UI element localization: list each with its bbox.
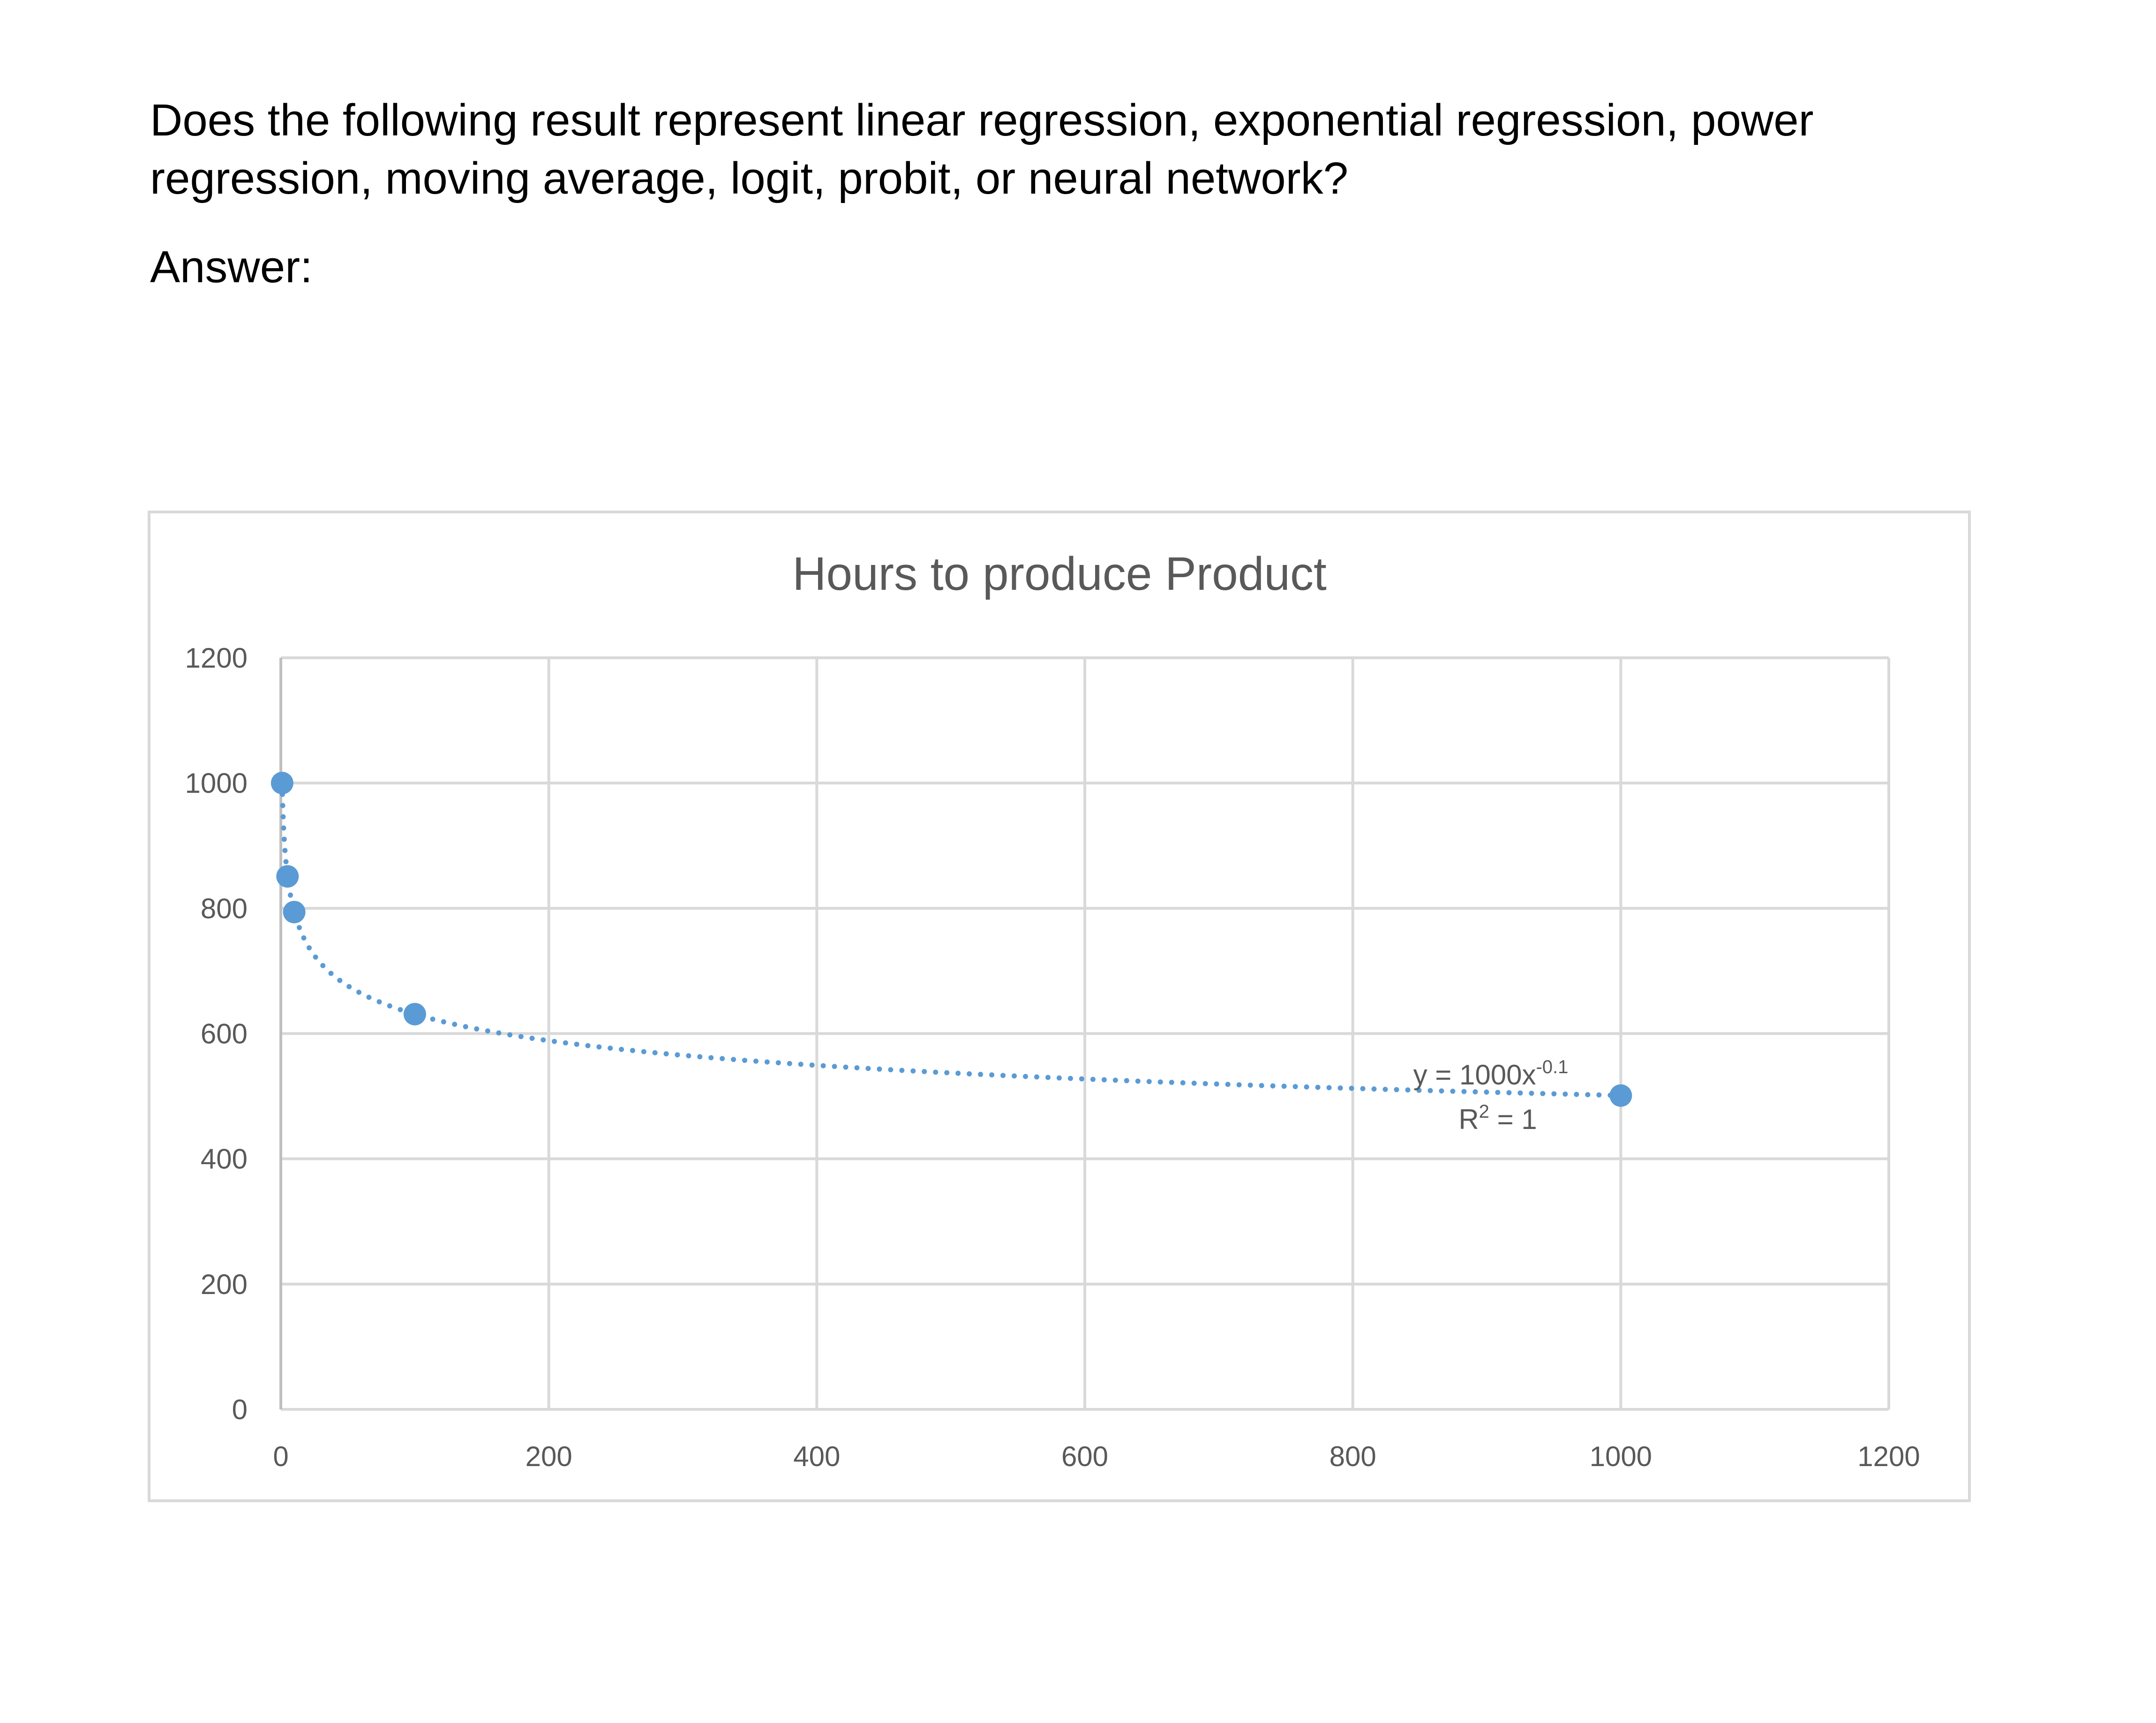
y-tick-label: 400 — [201, 1144, 248, 1175]
y-tick-label: 600 — [201, 1018, 248, 1050]
trendline — [279, 780, 1623, 1098]
y-tick-label: 1000 — [185, 767, 248, 799]
x-tick-label: 1000 — [1590, 1441, 1652, 1472]
data-point — [270, 772, 293, 795]
question-text: Does the following result represent line… — [150, 95, 1814, 203]
y-tick-label: 1200 — [185, 642, 248, 674]
x-tick-label: 200 — [526, 1441, 572, 1472]
x-tick-label: 1200 — [1857, 1441, 1920, 1472]
trendline-r2: R2 = 1 — [1458, 1101, 1537, 1135]
y-tick-label: 200 — [201, 1269, 248, 1300]
x-tick-label: 400 — [793, 1441, 840, 1472]
x-tick-label: 600 — [1061, 1441, 1108, 1472]
y-tick-label: 800 — [201, 893, 248, 924]
data-point — [283, 901, 306, 924]
x-tick-label: 800 — [1330, 1441, 1376, 1472]
chart-border — [148, 511, 1971, 1502]
x-tick-label: 0 — [273, 1441, 288, 1472]
trendline-equation: y = 1000x-0.1 — [1413, 1057, 1569, 1091]
data-point — [276, 865, 299, 888]
data-point — [403, 1003, 426, 1026]
chart-title: Hours to produce Product — [792, 548, 1327, 600]
answer-label: Answer: — [150, 242, 313, 292]
y-tick-label: 0 — [232, 1394, 248, 1425]
data-point — [1609, 1084, 1632, 1107]
